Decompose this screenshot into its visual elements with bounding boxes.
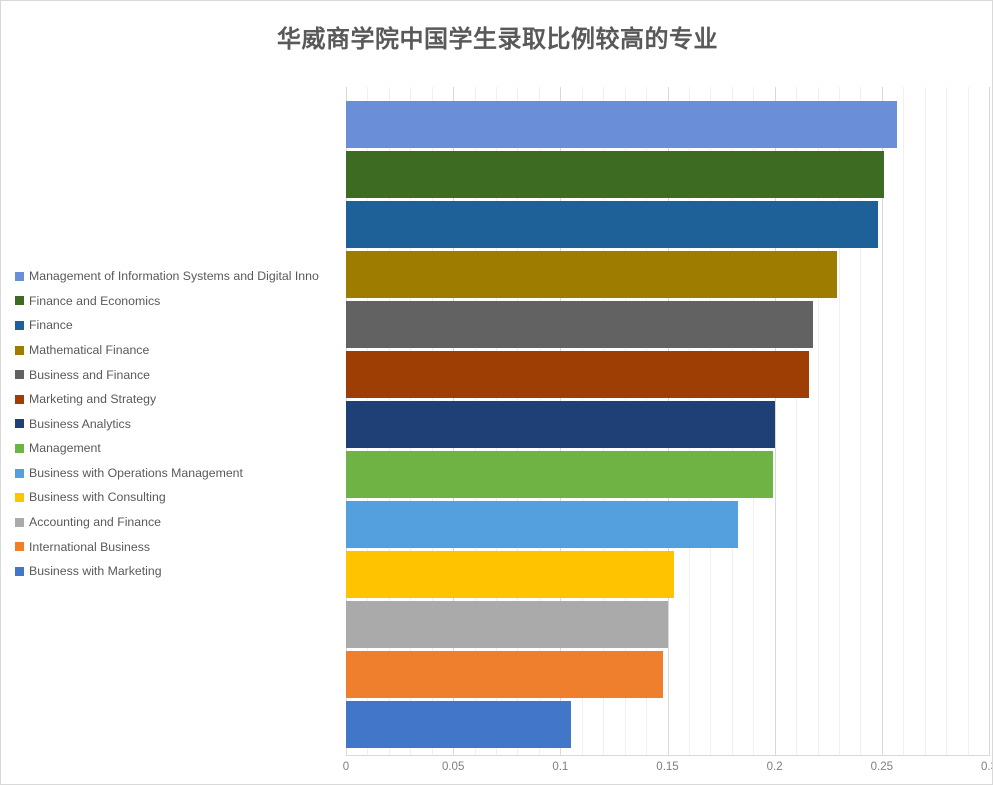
bar[interactable]: [346, 351, 809, 399]
legend-swatch-icon: [15, 394, 24, 404]
legend-item-label: Accounting and Finance: [29, 515, 161, 530]
legend-item[interactable]: International Business: [15, 535, 341, 560]
legend-item-label: Marketing and Strategy: [29, 392, 157, 407]
chart-legend: Management of Information Systems and Di…: [15, 264, 341, 584]
bar[interactable]: [346, 551, 674, 599]
legend-item[interactable]: Business with Operations Management: [15, 461, 341, 486]
bar[interactable]: [346, 451, 773, 499]
gridline-minor: [796, 87, 798, 755]
bar-series: [346, 87, 989, 755]
legend-item[interactable]: Business Analytics: [15, 412, 341, 437]
legend-item[interactable]: Marketing and Strategy: [15, 387, 341, 412]
legend-item-label: Business with Marketing: [29, 564, 162, 579]
x-tick-label: 0: [342, 761, 350, 773]
legend-item-label: Business with Operations Management: [29, 465, 243, 480]
legend-item[interactable]: Mathematical Finance: [15, 338, 341, 363]
legend-item-label: Business with Consulting: [29, 490, 166, 505]
bar[interactable]: [346, 251, 837, 299]
bar-row: [346, 701, 989, 749]
legend-item[interactable]: Accounting and Finance: [15, 510, 341, 535]
gridline-minor: [967, 87, 969, 755]
legend-item[interactable]: Management of Information Systems and Di…: [15, 264, 341, 289]
bar-row: [346, 401, 989, 449]
gridline-major: [881, 87, 883, 755]
plot-area: [346, 87, 990, 755]
bar-row: [346, 451, 989, 499]
legend-swatch-icon: [15, 271, 24, 281]
legend-swatch-icon: [15, 296, 24, 306]
legend-swatch-icon: [15, 419, 24, 429]
legend-swatch-icon: [15, 345, 24, 355]
bar-row: [346, 551, 989, 599]
legend-item-label: International Business: [29, 539, 150, 554]
x-tick-label: 0.2: [766, 761, 783, 773]
legend-item-label: Business Analytics: [29, 416, 131, 431]
gridline-major: [989, 87, 990, 755]
x-axis-line: [346, 755, 990, 756]
gridline-minor: [860, 87, 862, 755]
gridline-minor: [946, 87, 948, 755]
legend-swatch-icon: [15, 443, 24, 453]
bar[interactable]: [346, 301, 814, 349]
gridline-major: [774, 87, 776, 755]
bar[interactable]: [346, 151, 884, 199]
x-axis-tick-labels: 0 0.05 0.1 0.15 0.2 0.25 0.3: [342, 761, 992, 781]
x-tick-label: 0.1: [552, 761, 569, 773]
legend-swatch-icon: [15, 566, 24, 576]
bar[interactable]: [346, 201, 878, 249]
legend-item[interactable]: Finance: [15, 313, 341, 338]
bar-row: [346, 601, 989, 649]
gridline-minor: [903, 87, 905, 755]
bar-row: [346, 101, 989, 149]
bar[interactable]: [346, 651, 664, 699]
legend-swatch-icon: [15, 320, 24, 330]
x-tick-label: 0.3: [981, 761, 992, 773]
bar-row: [346, 151, 989, 199]
legend-item-label: Finance and Economics: [29, 293, 161, 308]
legend-item-label: Management: [29, 441, 101, 456]
legend-item[interactable]: Management: [15, 436, 341, 461]
gridline-minor: [838, 87, 840, 755]
legend-item-label: Business and Finance: [29, 367, 150, 382]
legend-swatch-icon: [15, 542, 24, 552]
bar[interactable]: [346, 601, 668, 649]
legend-swatch-icon: [15, 517, 24, 527]
bar-row: [346, 651, 989, 699]
bar[interactable]: [346, 701, 572, 749]
legend-item-label: Mathematical Finance: [29, 342, 150, 357]
chart-title: 华威商学院中国学生录取比例较高的专业: [277, 26, 718, 53]
bar-row: [346, 501, 989, 549]
bar-row: [346, 351, 989, 399]
legend-swatch-icon: [15, 493, 24, 503]
x-tick-label: 0.05: [441, 761, 465, 773]
legend-item-label: Management of Information Systems and Di…: [29, 269, 319, 284]
bar[interactable]: [346, 501, 739, 549]
x-tick-label: 0.25: [870, 761, 894, 773]
legend-item[interactable]: Business with Marketing: [15, 559, 341, 584]
bar-row: [346, 301, 989, 349]
legend-swatch-icon: [15, 370, 24, 380]
legend-item-label: Finance: [29, 318, 73, 333]
x-tick-label: 0.15: [656, 761, 679, 773]
legend-item[interactable]: Business with Consulting: [15, 485, 341, 510]
gridline-minor: [924, 87, 926, 755]
bar-row: [346, 251, 989, 299]
bar[interactable]: [346, 401, 775, 449]
legend-swatch-icon: [15, 468, 24, 478]
legend-item[interactable]: Business and Finance: [15, 362, 341, 387]
bar-row: [346, 201, 989, 249]
gridline-minor: [817, 87, 819, 755]
bar[interactable]: [346, 101, 897, 149]
legend-item[interactable]: Finance and Economics: [15, 289, 341, 314]
